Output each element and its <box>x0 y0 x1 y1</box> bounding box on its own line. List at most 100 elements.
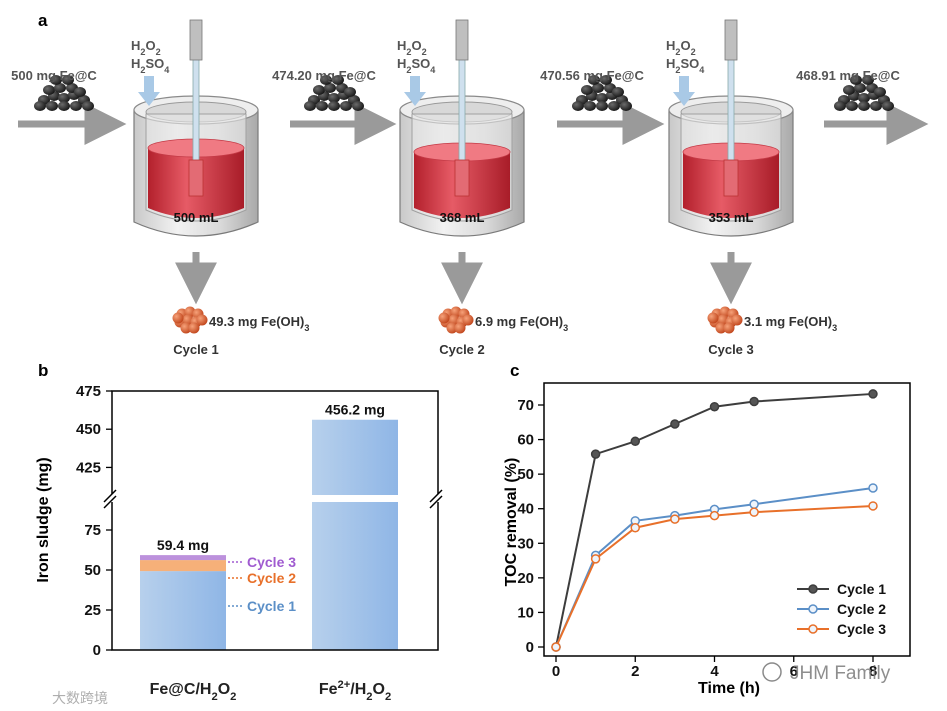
catalyst-pellet <box>344 87 356 97</box>
catalyst-pellet <box>43 85 55 95</box>
c-xtick-label: 0 <box>552 663 560 680</box>
panel-label-c: c <box>510 361 519 380</box>
cycle-label-3: Cycle 3 <box>708 342 754 357</box>
series-point-3 <box>551 642 561 652</box>
break-slash <box>103 495 117 509</box>
catalyst-pellet <box>58 93 70 103</box>
panel-c: c TOC removal (%) Time (h) 0102030405060… <box>503 361 911 697</box>
volume-label-3: 353 mL <box>709 210 754 225</box>
catalyst-pellet <box>882 101 894 111</box>
catalyst-pellet <box>581 85 593 95</box>
c-series <box>551 389 878 652</box>
sludge-particle <box>180 322 192 334</box>
stirrer-paddle <box>454 159 470 197</box>
sludge-label-1: 49.3 mg Fe(OH)3 <box>209 314 309 333</box>
b-cycle-label: Cycle 3 <box>247 554 296 570</box>
c-xtick-label: 8 <box>869 663 877 680</box>
catalyst-pellet <box>858 101 870 111</box>
input-label-3: 470.56 mg Fe@C <box>540 68 644 83</box>
series-point-2 <box>749 499 759 509</box>
catalyst-pellet <box>46 101 58 111</box>
catalyst-pellet <box>352 101 364 111</box>
b-tick-label: 50 <box>84 562 101 579</box>
volume-label-1: 500 mL <box>174 210 219 225</box>
legend-marker <box>808 624 818 634</box>
catalyst-pile <box>834 75 894 111</box>
sludge-particle <box>446 322 458 334</box>
panel-b: b Iron sludge (mg) 0 25 50 75 425 450 475 59.4… <box>35 361 444 703</box>
series-point-3 <box>590 554 601 564</box>
catalyst-pellet <box>584 101 596 111</box>
cycle-label-1: Cycle 1 <box>173 342 219 357</box>
catalyst-pellet <box>62 75 74 85</box>
catalyst-pellet <box>596 101 608 111</box>
catalyst-pellet <box>846 101 858 111</box>
sludge-particle <box>707 312 719 324</box>
b-tick-label: 75 <box>84 522 101 539</box>
bar-fe2-upper <box>312 419 398 495</box>
c-xtick-label: 6 <box>790 663 798 680</box>
series-point-2 <box>868 483 878 493</box>
input-label-4: 468.91 mg Fe@C <box>796 68 900 83</box>
series-point-3 <box>630 522 640 533</box>
b-tick-label: 450 <box>76 421 101 438</box>
catalyst-pile <box>304 75 364 111</box>
reagent-arrow <box>673 76 695 106</box>
b-axis-break <box>103 489 444 509</box>
series-point-3 <box>868 501 878 511</box>
watermark-dashu: 大数跨境 <box>52 690 108 706</box>
catalyst-pellet <box>332 75 344 85</box>
input-label-1: 500 mg Fe@C <box>11 68 97 83</box>
catalyst-pellet <box>596 93 608 103</box>
catalyst-pile <box>572 75 632 111</box>
reagent-h2so4: H2SO4 <box>131 56 170 75</box>
catalyst-pellet <box>854 83 866 93</box>
catalyst-pellet <box>74 87 86 97</box>
break-slash <box>429 495 443 509</box>
b-tick-label: 25 <box>84 602 101 619</box>
reagent-arrow <box>138 76 160 106</box>
stirrer-paddle <box>723 159 739 197</box>
catalyst-pellet <box>600 75 612 85</box>
panel-label-b: b <box>38 361 48 380</box>
series-point-1 <box>709 401 720 412</box>
catalyst-pellet <box>862 75 874 85</box>
series-point-1 <box>749 396 759 407</box>
stirrer-paddle <box>188 159 204 197</box>
catalyst-pellet <box>313 85 325 95</box>
input-label-2: 474.20 mg Fe@C <box>272 68 376 83</box>
catalyst-pellet <box>70 101 82 111</box>
reagent-h2o2: H2O2 <box>397 38 427 57</box>
break-gap-right <box>432 494 444 502</box>
sludge-label-2: 6.9 mg Fe(OH)3 <box>475 314 568 333</box>
catalyst-pellet <box>54 83 66 93</box>
sludge-particle <box>715 322 727 334</box>
reagent-h2o2: H2O2 <box>666 38 696 57</box>
input-labels: 500 mg Fe@C 474.20 mg Fe@C 470.56 mg Fe@C 4… <box>11 68 900 111</box>
legend-label: Cycle 1 <box>837 581 886 597</box>
catalyst-pellet <box>324 83 336 93</box>
catalyst-pellet <box>612 87 624 97</box>
catalyst-pellet <box>304 101 316 111</box>
b-bars <box>140 419 398 650</box>
stirrer-head <box>189 19 203 61</box>
c-ytick-label: 10 <box>517 604 534 621</box>
break-slash <box>103 489 117 503</box>
reagent-h2so4: H2SO4 <box>397 56 436 75</box>
b-frame <box>111 390 439 651</box>
c-ytick-label: 0 <box>526 639 534 656</box>
c-ytick-label: 60 <box>517 432 534 449</box>
bar-fe2-lower <box>312 502 398 650</box>
watermark-jhm: JHM Family <box>790 663 891 684</box>
c-x-axis-label: Time (h) <box>698 680 760 697</box>
catalyst-pellet <box>320 75 332 85</box>
catalyst-pellet <box>834 101 846 111</box>
catalyst-pellet <box>870 101 882 111</box>
b-ticks: 0 25 50 75 425 450 475 <box>76 383 112 659</box>
b-category-label: Fe2+/H2O2 <box>319 679 391 703</box>
